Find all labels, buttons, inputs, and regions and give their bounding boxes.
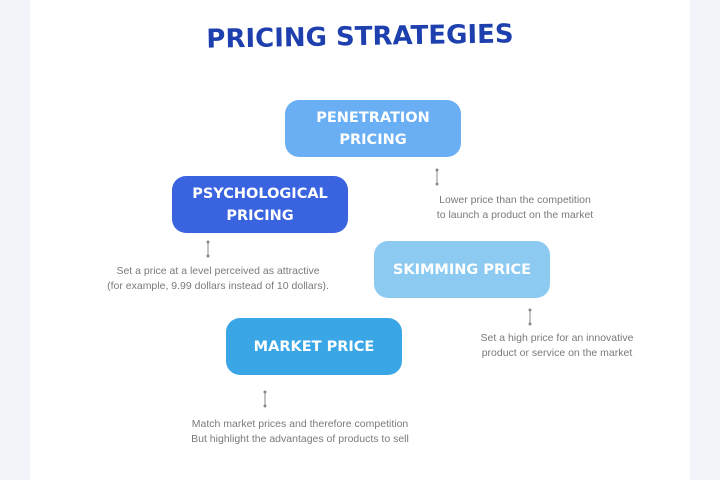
description-line: product or service on the market xyxy=(481,347,633,359)
description-line: But highlight the advantages of products… xyxy=(191,433,409,445)
canvas xyxy=(30,0,690,480)
description-line: Set a high price for an innovative xyxy=(480,332,634,344)
penetration-pricing-box: PENETRATION PRICING xyxy=(285,100,461,157)
description-line: to launch a product on the market xyxy=(436,209,594,221)
double-arrow-icon xyxy=(528,308,532,326)
double-arrow-icon xyxy=(435,168,439,186)
market-description: Match market prices and therefore compet… xyxy=(170,417,430,447)
market-price-box: MARKET PRICE xyxy=(226,318,402,375)
skimming-price-box: SKIMMING PRICE xyxy=(374,241,550,298)
description-line: Set a price at a level perceived as attr… xyxy=(116,265,320,277)
psychological-pricing-box: PSYCHOLOGICAL PRICING xyxy=(172,176,348,233)
double-arrow-icon xyxy=(263,390,267,408)
psychological-description: Set a price at a level perceived as attr… xyxy=(88,264,348,294)
description-line: (for example, 9.99 dollars instead of 10… xyxy=(107,280,329,292)
description-line: Lower price than the competition xyxy=(439,194,591,206)
double-arrow-icon xyxy=(206,240,210,258)
description-line: Match market prices and therefore compet… xyxy=(191,418,409,430)
penetration-description: Lower price than the competition to launc… xyxy=(385,193,645,223)
skimming-description: Set a high price for an innovative produc… xyxy=(427,331,687,361)
